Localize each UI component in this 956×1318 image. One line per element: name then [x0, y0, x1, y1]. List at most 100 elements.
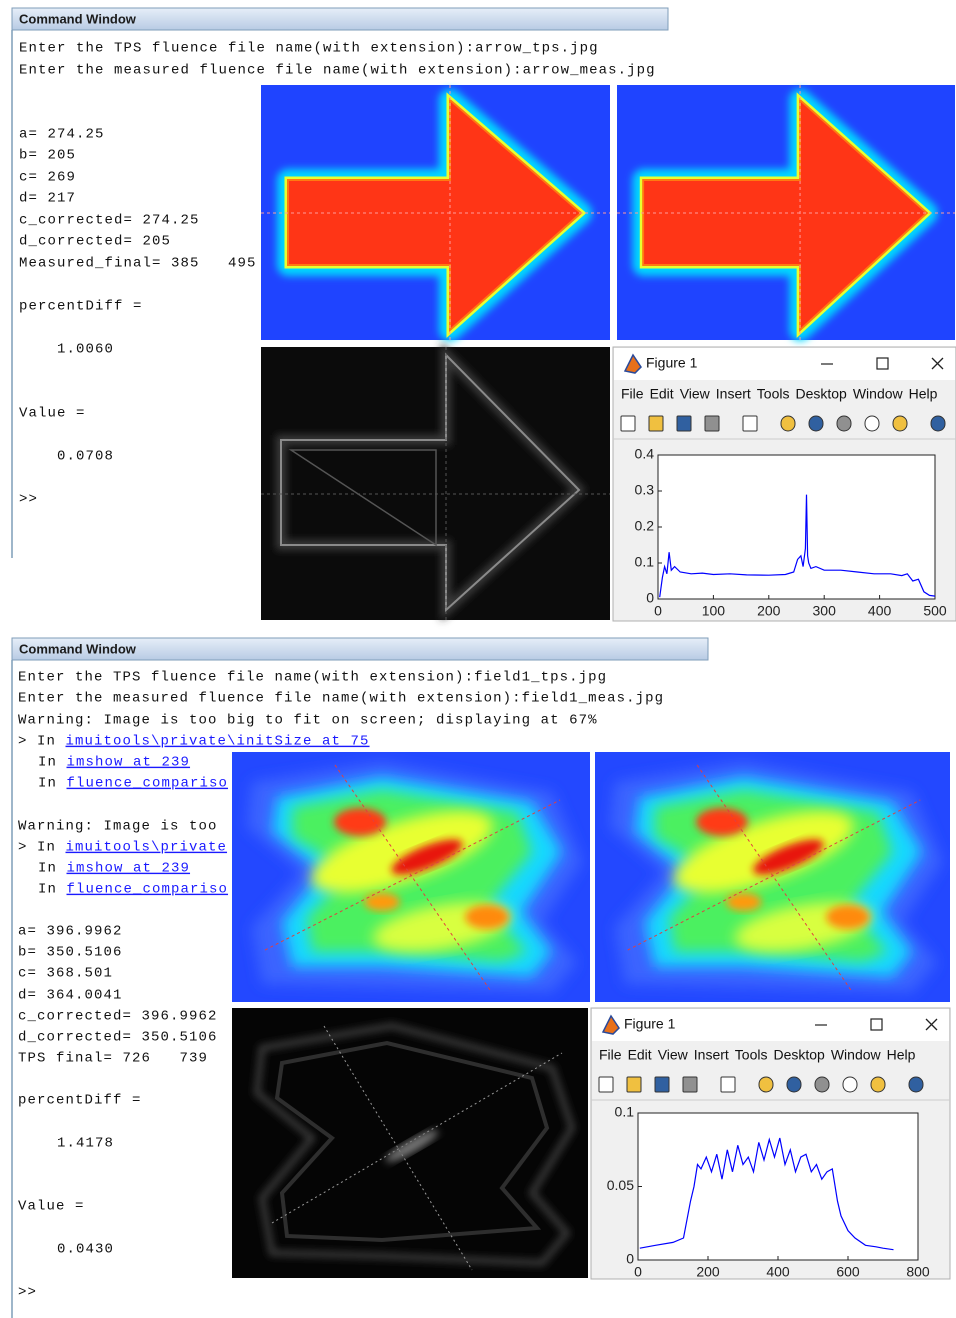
x-tick-label: 500: [923, 603, 947, 619]
command-line: Enter the TPS fluence file name(with ext…: [18, 670, 607, 686]
menu-item[interactable]: Help: [887, 1047, 916, 1063]
toolbar-icon[interactable]: [931, 416, 945, 431]
toolbar-icon[interactable]: [787, 1077, 801, 1092]
toolbar-icon[interactable]: [705, 416, 719, 431]
command-line: 0.0708: [57, 449, 114, 465]
field-orange: [826, 905, 870, 929]
command-line: b= 205: [19, 148, 76, 164]
toolbar-icon[interactable]: [683, 1077, 697, 1092]
command-line: d_corrected= 350.5106: [18, 1030, 218, 1046]
menu-item[interactable]: View: [658, 1047, 689, 1063]
menu-item[interactable]: Window: [853, 386, 904, 402]
command-line: TPS final= 726 739: [18, 1051, 208, 1067]
command-link[interactable]: imshow at 239: [67, 755, 191, 771]
menu-item[interactable]: Window: [831, 1047, 882, 1063]
menu-item[interactable]: Desktop: [773, 1047, 825, 1063]
toolbar-icon[interactable]: [809, 416, 823, 431]
fluence-image: [232, 752, 590, 1002]
y-tick-label: 0.3: [635, 482, 655, 498]
toolbar-icon[interactable]: [677, 416, 691, 431]
command-line: a= 396.9962: [18, 924, 123, 940]
x-tick-label: 0: [654, 603, 662, 619]
command-line: Enter the TPS fluence file name(with ext…: [19, 41, 599, 57]
command-line: 1.4178: [57, 1136, 114, 1152]
figure-title: Figure 1: [624, 1016, 676, 1032]
command-prefix: In: [38, 882, 57, 898]
command-line: percentDiff =: [18, 1093, 142, 1109]
command-line: c= 368.501: [18, 966, 113, 982]
menu-item[interactable]: Desktop: [795, 386, 847, 402]
toolbar-icon[interactable]: [759, 1077, 773, 1092]
plot-area: [658, 455, 935, 599]
menu-item[interactable]: Help: [909, 386, 938, 402]
x-tick-label: 100: [702, 603, 726, 619]
menu-item[interactable]: Edit: [650, 386, 674, 402]
fluence-image: [595, 752, 950, 1002]
y-tick-label: 0.2: [635, 518, 655, 534]
command-prefix: > In: [18, 840, 56, 856]
menu-item[interactable]: Tools: [757, 386, 790, 402]
toolbar-icon[interactable]: [721, 1077, 735, 1092]
plot-area: [638, 1113, 918, 1260]
command-line: d_corrected= 205: [19, 234, 171, 250]
field-red: [334, 808, 386, 836]
x-tick-label: 200: [696, 1264, 720, 1280]
command-line: b= 350.5106: [18, 945, 123, 961]
toolbar-icon[interactable]: [815, 1077, 829, 1092]
menu-item[interactable]: Tools: [735, 1047, 768, 1063]
command-line: >>: [18, 1285, 37, 1301]
command-line: Warning: Image is too: [18, 819, 218, 835]
y-tick-label: 0.1: [635, 554, 655, 570]
toolbar-icon[interactable]: [893, 416, 907, 431]
toolbar-icon[interactable]: [649, 416, 663, 431]
y-tick-label: 0.1: [615, 1104, 635, 1120]
command-prefix: In: [38, 755, 57, 771]
command-line: percentDiff =: [19, 299, 143, 315]
command-prefix: In: [38, 861, 57, 877]
command-line: a= 274.25: [19, 127, 105, 143]
menu-item[interactable]: File: [621, 386, 644, 402]
command-link[interactable]: fluence_compariso: [67, 776, 229, 792]
menu-item[interactable]: View: [680, 386, 711, 402]
command-line: Warning: Image is too big to fit on scre…: [18, 713, 598, 729]
fluence-image: [617, 85, 955, 340]
x-tick-label: 300: [813, 603, 837, 619]
toolbar-icon[interactable]: [621, 416, 635, 431]
command-line: c_corrected= 274.25: [19, 213, 200, 229]
command-link[interactable]: imuitools\private: [66, 840, 228, 856]
y-tick-label: 0.05: [607, 1177, 634, 1193]
command-line: >>: [19, 492, 38, 508]
toolbar-icon[interactable]: [837, 416, 851, 431]
command-link[interactable]: imshow at 239: [67, 861, 191, 877]
command-line: c_corrected= 396.9962: [18, 1009, 218, 1025]
command-link[interactable]: imuitools\private\initSize at 75: [66, 734, 370, 750]
toolbar-icon[interactable]: [871, 1077, 885, 1092]
field-orange: [364, 893, 400, 911]
command-line: Enter the measured fluence file name(wit…: [19, 63, 656, 79]
field-orange: [726, 893, 762, 911]
menu-item[interactable]: File: [599, 1047, 622, 1063]
menu-item[interactable]: Insert: [694, 1047, 729, 1063]
x-tick-label: 600: [836, 1264, 860, 1280]
field-red: [696, 808, 748, 836]
menu-item[interactable]: Insert: [716, 386, 751, 402]
toolbar-icon[interactable]: [909, 1077, 923, 1092]
x-tick-label: 0: [634, 1264, 642, 1280]
command-window-title: Command Window: [19, 641, 137, 656]
command-line: d= 364.0041: [18, 988, 123, 1004]
command-line: d= 217: [19, 191, 76, 207]
command-line: Measured_final= 385 495: [19, 256, 257, 272]
menu-item[interactable]: Edit: [628, 1047, 652, 1063]
command-prefix: In: [38, 776, 57, 792]
toolbar-icon[interactable]: [599, 1077, 613, 1092]
command-line: Value =: [18, 1199, 85, 1215]
toolbar-icon[interactable]: [865, 416, 879, 431]
command-link[interactable]: fluence_compariso: [67, 882, 229, 898]
toolbar-icon[interactable]: [655, 1077, 669, 1092]
y-tick-label: 0: [626, 1251, 634, 1267]
toolbar-icon[interactable]: [843, 1077, 857, 1092]
command-window-title: Command Window: [19, 11, 137, 26]
toolbar-icon[interactable]: [781, 416, 795, 431]
toolbar-icon[interactable]: [743, 416, 757, 431]
toolbar-icon[interactable]: [627, 1077, 641, 1092]
